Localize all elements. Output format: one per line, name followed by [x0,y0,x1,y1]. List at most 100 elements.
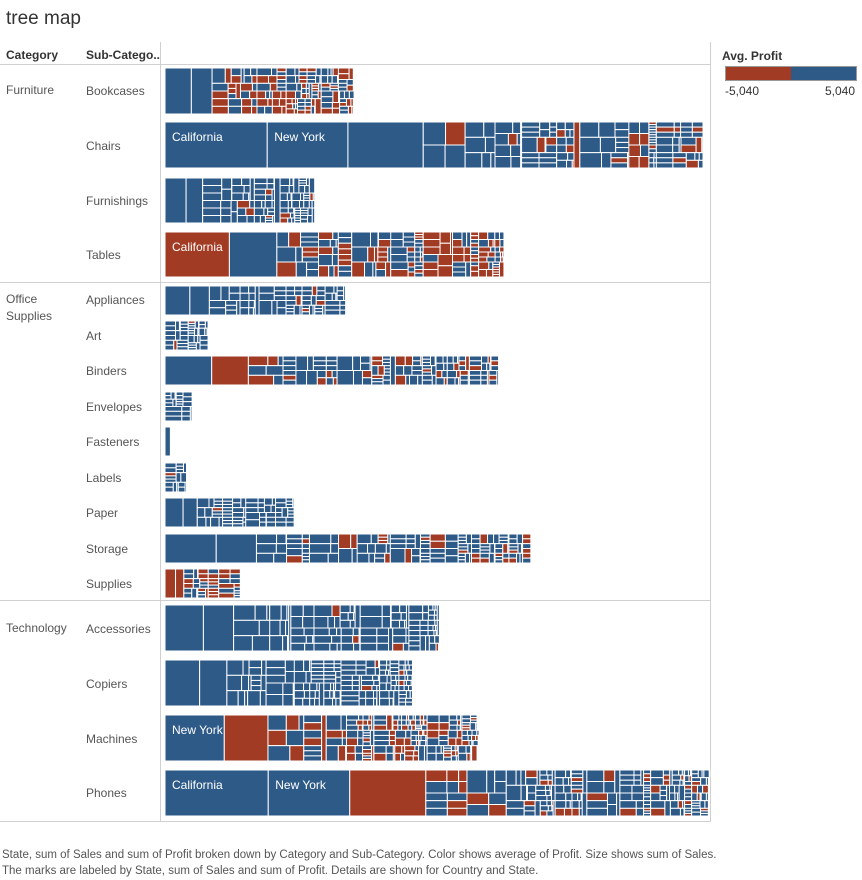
treemap-cell-tables[interactable] [332,246,339,255]
treemap-cell-accessories[interactable] [304,642,315,652]
treemap-cell-phones[interactable] [565,769,572,779]
treemap-cell-phones[interactable] [643,773,652,779]
treemap-cell-storage[interactable] [444,548,459,557]
treemap-cell-phones[interactable] [486,769,496,794]
treemap-cell-tables[interactable] [351,231,372,248]
treemap-cell-art[interactable] [198,327,206,336]
treemap-cell-bookcases[interactable] [339,102,347,107]
treemap-cell-art[interactable] [194,327,199,336]
treemap-cell-phones[interactable] [581,792,588,817]
treemap-cell-tables[interactable] [470,261,480,267]
treemap-cell-binders[interactable] [435,377,445,386]
treemap-cell-binders[interactable] [452,355,459,364]
treemap-cell-envelopes[interactable] [182,401,193,407]
treemap-cell-phones[interactable] [586,769,605,782]
treemap-cell-furnishings[interactable] [289,177,294,186]
treemap-cell-storage[interactable] [429,548,446,554]
treemap-cell-binders[interactable] [459,370,469,376]
treemap-cell-furnishings[interactable] [259,215,266,224]
treemap-cell-tables[interactable] [288,231,302,248]
treemap-cell-chairs[interactable] [628,133,641,146]
treemap-cell-art[interactable] [199,335,209,341]
treemap-cell-tables[interactable] [331,254,339,267]
treemap-cell-chairs[interactable] [564,129,571,138]
treemap-cell-phones[interactable] [570,784,584,790]
treemap-cell-storage[interactable] [275,543,288,554]
treemap-cell-supplies[interactable] [229,573,241,580]
treemap-cell-binders[interactable] [480,374,488,381]
treemap-cell-chairs[interactable] [507,133,518,146]
treemap-cell-machines[interactable] [457,752,468,762]
treemap-cell-furnishings[interactable] [291,200,301,209]
treemap-cell-bookcases[interactable] [301,93,308,100]
treemap-cell-phones[interactable] [515,769,522,786]
treemap-cell-machines[interactable] [471,734,477,742]
treemap-cell-phones[interactable] [700,812,709,817]
treemap-cell-chairs[interactable] [639,144,650,157]
treemap-cell-tables[interactable] [295,246,303,263]
treemap-cell-chairs[interactable] [598,121,616,138]
treemap-cell-chairs[interactable] [695,136,703,154]
treemap-cell-phones[interactable] [659,795,668,802]
treemap-cell-furnishings[interactable] [314,177,317,224]
treemap-cell-bookcases[interactable] [297,109,306,115]
treemap-cell-chairs[interactable] [549,131,558,138]
treemap-cell-machines[interactable] [404,750,415,757]
treemap-cell-paper[interactable] [164,497,184,528]
treemap-cell-copiers[interactable] [379,697,390,707]
treemap-cell-appliances[interactable] [248,300,255,309]
treemap-cell-binders[interactable] [403,365,413,376]
treemap-cell-supplies[interactable] [197,573,209,580]
treemap-cell-copiers[interactable] [386,659,391,666]
treemap-cell-accessories[interactable] [331,635,342,644]
treemap-cell-copiers[interactable] [403,685,410,692]
treemap-cell-tables[interactable] [478,261,490,270]
treemap-cell-chairs[interactable] [691,121,704,128]
treemap-cell-appliances[interactable] [301,290,313,297]
treemap-cell-tables[interactable] [414,239,424,244]
treemap-cell-tables[interactable] [364,261,374,278]
treemap-cell-appliances[interactable] [220,285,230,301]
treemap-cell-paper[interactable] [258,516,267,523]
treemap-cell-phones[interactable] [554,800,567,809]
treemap-cell-phones[interactable] [619,779,635,786]
treemap-cell-binders[interactable] [446,370,458,379]
treemap-cell-machines[interactable] [407,724,413,731]
treemap-cell-bookcases[interactable] [239,82,253,92]
treemap-cell-storage[interactable] [301,559,310,564]
treemap-cell-accessories[interactable] [251,635,271,652]
treemap-cell-accessories[interactable] [408,635,421,642]
treemap-cell-chairs[interactable] [685,159,699,169]
treemap-cell-phones[interactable] [603,781,616,794]
treemap-cell-machines[interactable] [467,734,473,742]
treemap-cell-furnishings[interactable] [202,215,222,224]
treemap-cell-machines[interactable] [414,719,421,726]
treemap-cell-phones[interactable] [700,792,707,802]
treemap-cell-accessories[interactable] [359,616,383,629]
treemap-cell-machines[interactable] [410,719,416,726]
treemap-cell-binders[interactable] [446,362,455,371]
treemap-cell-bookcases[interactable] [304,98,312,103]
treemap-cell-furnishings[interactable] [299,215,309,220]
treemap-cell-machines[interactable] [461,729,468,736]
treemap-cell-supplies[interactable] [218,573,231,580]
treemap-cell-phones[interactable] [677,800,684,809]
treemap-cell-phones[interactable] [650,777,664,786]
treemap-cell-chairs[interactable] [628,144,641,157]
treemap-cell-appliances[interactable] [315,300,326,306]
treemap-cell-accessories[interactable] [290,627,305,637]
treemap-cell-bookcases[interactable] [227,93,237,100]
treemap-cell-furnishings[interactable] [279,177,291,186]
treemap-cell-bookcases[interactable] [320,96,334,103]
treemap-cell-accessories[interactable] [359,627,378,637]
treemap-cell-storage[interactable] [405,533,416,540]
treemap-cell-tables[interactable] [439,242,451,255]
treemap-cell-bookcases[interactable] [320,67,329,77]
treemap-cell-phones[interactable] [546,769,553,776]
treemap-cell-copiers[interactable] [365,667,376,676]
treemap-cell-binders[interactable] [277,355,284,367]
treemap-cell-copiers[interactable] [226,674,243,692]
treemap-cell-bookcases[interactable] [337,67,350,75]
treemap-cell-storage[interactable] [330,533,340,545]
treemap-cell-machines[interactable] [397,724,403,731]
